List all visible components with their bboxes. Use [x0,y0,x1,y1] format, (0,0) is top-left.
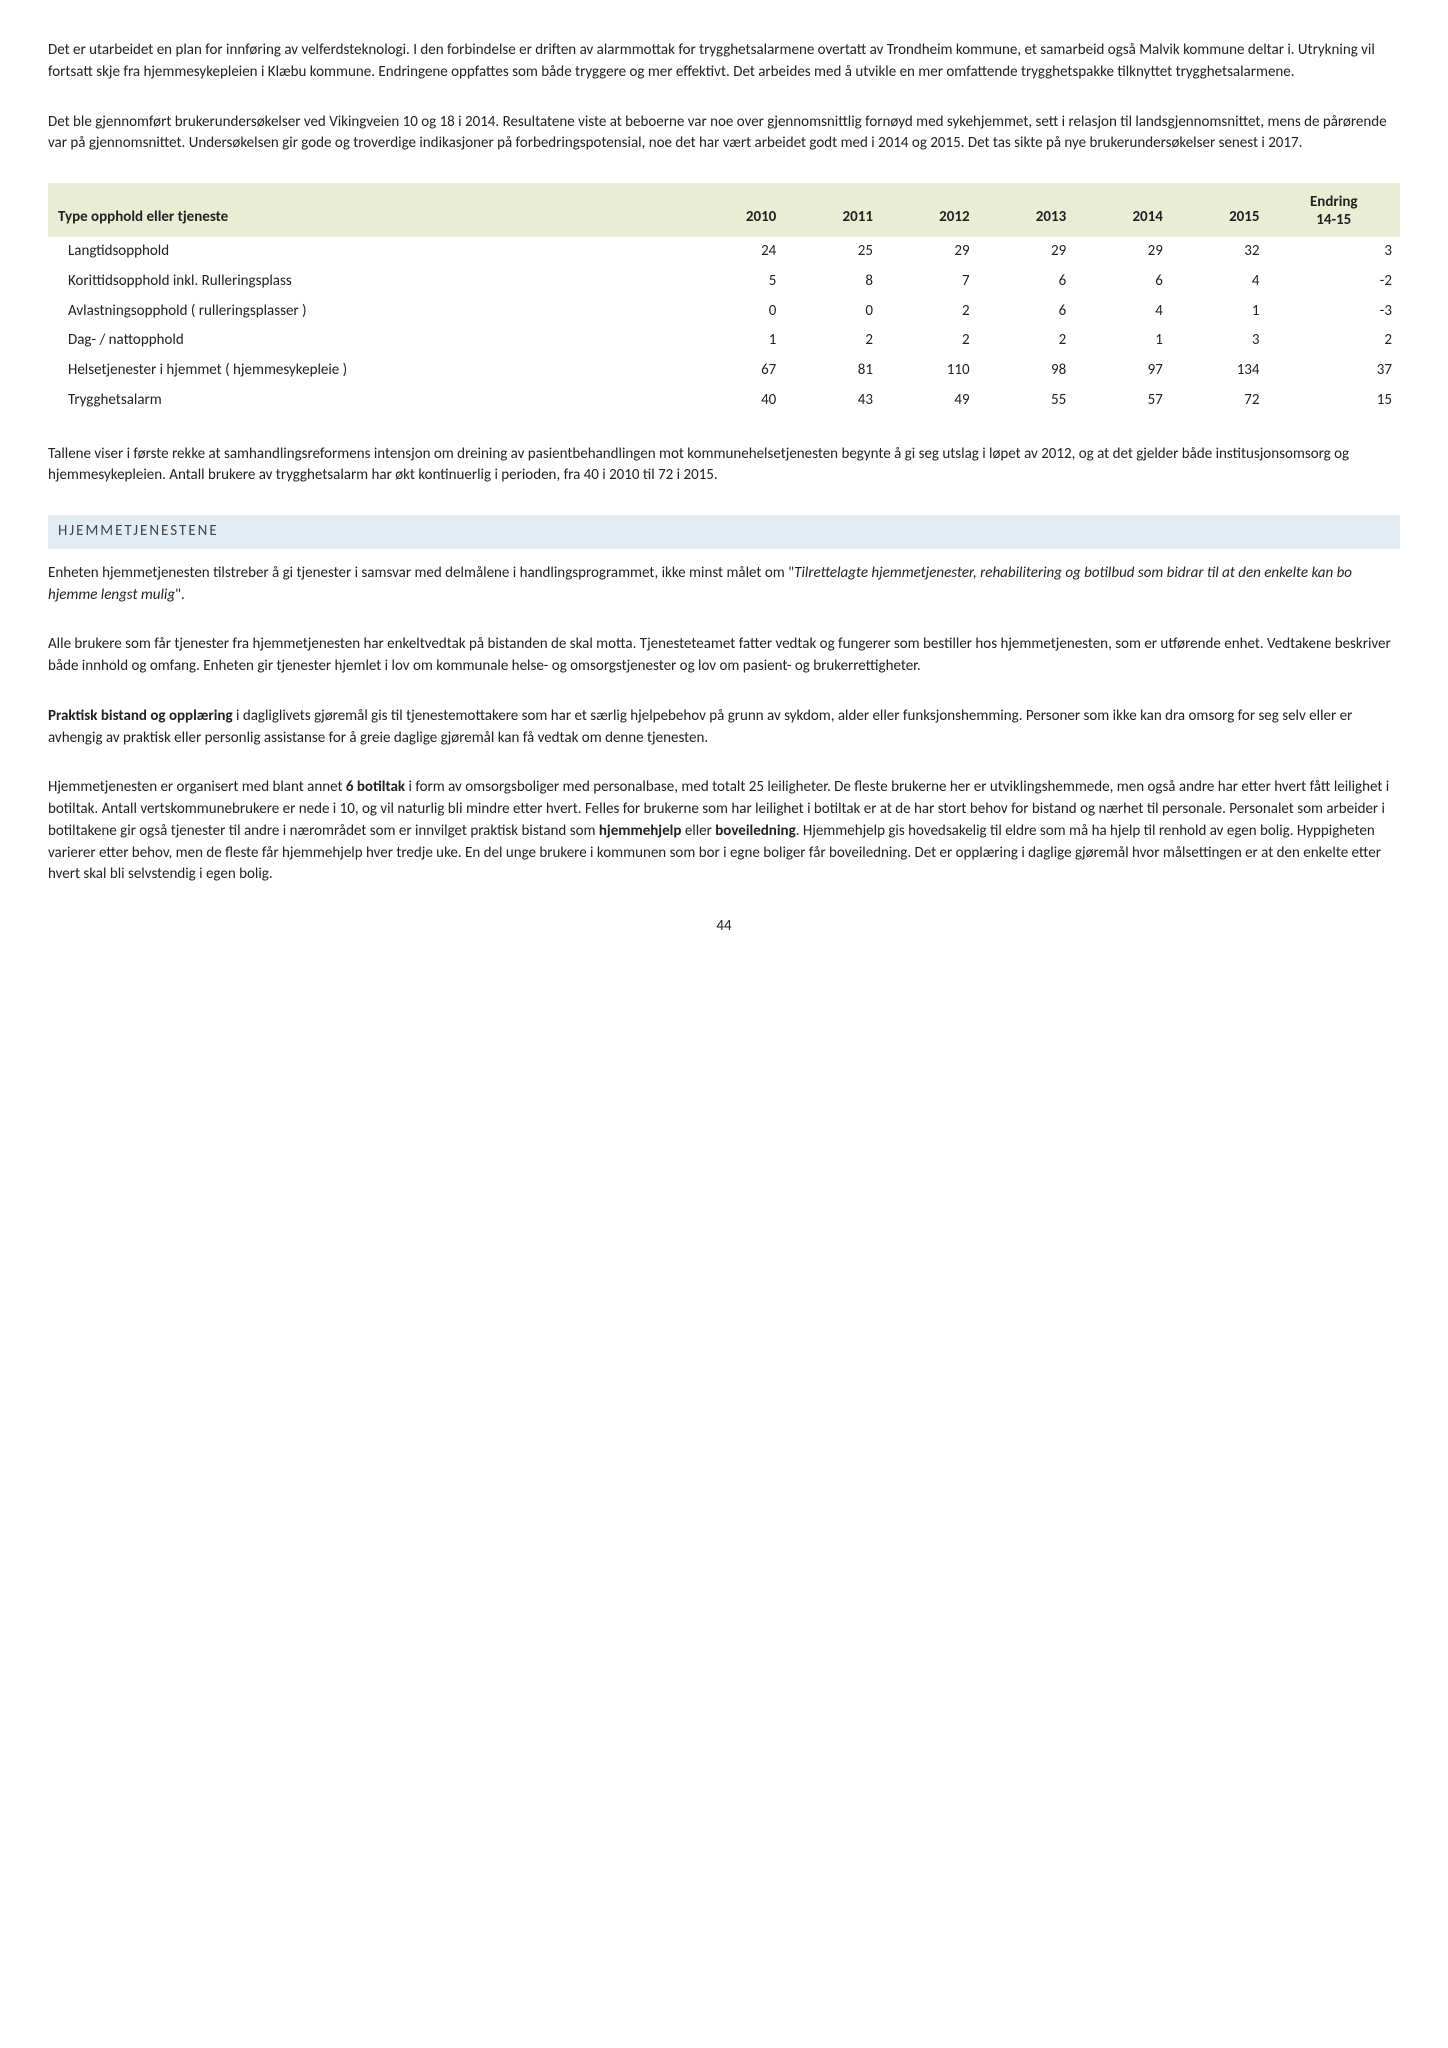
table-cell: 2 [784,326,881,356]
table-header-cell: Type opphold eller tjeneste [48,183,688,237]
table-header-row: Type opphold eller tjeneste2010201120122… [48,183,1400,237]
table-cell: 8 [784,267,881,297]
table-cell: 4 [1074,297,1171,327]
table-cell: 2 [881,326,978,356]
paragraph: Det er utarbeidet en plan for innføring … [48,40,1400,84]
paragraph: Hjemmetjenesten er organisert med blant … [48,777,1400,886]
service-table: Type opphold eller tjeneste2010201120122… [48,183,1400,416]
bold-text: hjemmehjelp [599,822,682,840]
table-cell: 97 [1074,356,1171,386]
table-cell: 2 [1268,326,1401,356]
paragraph: Det ble gjennomført brukerundersøkelser … [48,112,1400,156]
table-container: Type opphold eller tjeneste2010201120122… [48,183,1400,416]
table-row: Avlastningsopphold ( rulleringsplasser )… [48,297,1400,327]
text: Hjemmetjenesten er organisert med blant … [48,778,346,796]
table-cell: Trygghetsalarm [48,386,688,416]
table-cell: 1 [1171,297,1268,327]
table-cell: 6 [1074,267,1171,297]
table-cell: 72 [1171,386,1268,416]
table-cell: 134 [1171,356,1268,386]
table-row: Trygghetsalarm40434955577215 [48,386,1400,416]
table-row: Korittidsopphold inkl. Rulleringsplass58… [48,267,1400,297]
bold-text: boveiledning [715,822,795,840]
table-header-cell: 2013 [978,183,1075,237]
table-cell: 81 [784,356,881,386]
bold-text: 6 botiltak [346,778,405,796]
table-cell: 37 [1268,356,1401,386]
table-row: Langtidsopphold2425292929323 [48,237,1400,267]
table-cell: 2 [978,326,1075,356]
table-cell: 110 [881,356,978,386]
page-number: 44 [48,916,1400,938]
table-cell: 4 [1171,267,1268,297]
table-cell: Langtidsopphold [48,237,688,267]
table-cell: 55 [978,386,1075,416]
paragraph: Enheten hjemmetjenesten tilstreber å gi … [48,563,1400,607]
table-body: Langtidsopphold2425292929323Korittidsopp… [48,237,1400,416]
table-cell: Helsetjenester i hjemmet ( hjemmesykeple… [48,356,688,386]
text: ". [175,586,185,604]
table-cell: 5 [688,267,785,297]
table-cell: 29 [1074,237,1171,267]
table-cell: 43 [784,386,881,416]
table-cell: 15 [1268,386,1401,416]
table-header-cell: 2011 [784,183,881,237]
table-row: Dag- / nattopphold1222132 [48,326,1400,356]
section-heading: HJEMMETJENESTENE [48,515,1400,549]
paragraph: Tallene viser i første rekke at samhandl… [48,444,1400,488]
table-header-cell: 2014 [1074,183,1171,237]
table-cell: -3 [1268,297,1401,327]
table-cell: -2 [1268,267,1401,297]
text: Enheten hjemmetjenesten tilstreber å gi … [48,564,794,582]
table-cell: 29 [978,237,1075,267]
table-cell: 24 [688,237,785,267]
table-cell: Avlastningsopphold ( rulleringsplasser ) [48,297,688,327]
table-cell: 32 [1171,237,1268,267]
table-cell: 25 [784,237,881,267]
table-cell: Korittidsopphold inkl. Rulleringsplass [48,267,688,297]
table-cell: 7 [881,267,978,297]
table-cell: 3 [1268,237,1401,267]
paragraph: Praktisk bistand og opplæring i dagligli… [48,706,1400,750]
table-cell: 57 [1074,386,1171,416]
table-row: Helsetjenester i hjemmet ( hjemmesykeple… [48,356,1400,386]
bold-text: Praktisk bistand og opplæring [48,707,233,725]
table-cell: 40 [688,386,785,416]
table-cell: 49 [881,386,978,416]
table-cell: 3 [1171,326,1268,356]
table-cell: 29 [881,237,978,267]
table-cell: 6 [978,267,1075,297]
table-cell: 1 [1074,326,1171,356]
table-cell: 0 [688,297,785,327]
table-cell: 98 [978,356,1075,386]
table-cell: 1 [688,326,785,356]
table-header-cell: 2015 [1171,183,1268,237]
table-cell: 2 [881,297,978,327]
paragraph: Alle brukere som får tjenester fra hjemm… [48,634,1400,678]
text: eller [681,822,715,840]
table-cell: 6 [978,297,1075,327]
table-cell: 0 [784,297,881,327]
table-cell: 67 [688,356,785,386]
text: i dagliglivets gjøremål gis til tjeneste… [48,707,1352,747]
table-header-cell: 2010 [688,183,785,237]
table-header-cell: Endring14-15 [1268,183,1401,237]
table-cell: Dag- / nattopphold [48,326,688,356]
table-header-cell: 2012 [881,183,978,237]
